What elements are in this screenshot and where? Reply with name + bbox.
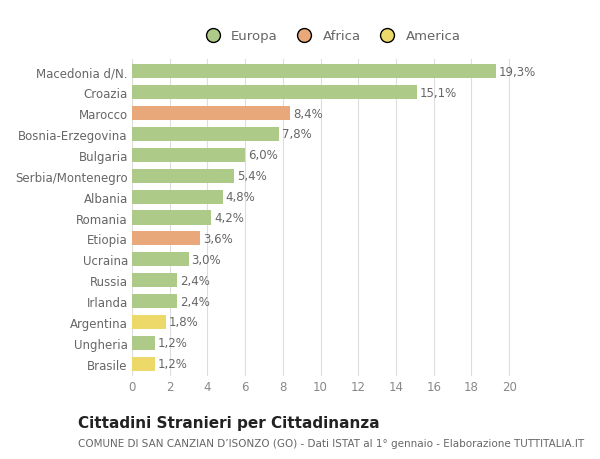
Bar (132, 65, 496, 79)
Text: 15,1%: 15,1% (419, 87, 457, 100)
Text: 1,2%: 1,2% (157, 358, 187, 370)
Bar (132, 190, 223, 204)
Text: 8,4%: 8,4% (293, 107, 323, 120)
Text: 2,4%: 2,4% (180, 295, 210, 308)
Text: 7,8%: 7,8% (282, 128, 311, 141)
Text: 3,0%: 3,0% (191, 253, 221, 266)
Bar (132, 274, 177, 288)
Text: 4,8%: 4,8% (226, 190, 255, 204)
Bar (132, 86, 417, 100)
Bar (132, 211, 211, 225)
Bar (132, 252, 188, 267)
Bar (132, 315, 166, 329)
Text: 19,3%: 19,3% (499, 66, 536, 78)
Bar (132, 148, 245, 162)
Bar (132, 232, 200, 246)
Text: 2,4%: 2,4% (180, 274, 210, 287)
Bar (132, 336, 155, 350)
Bar (132, 169, 234, 184)
Legend: Europa, Africa, America: Europa, Africa, America (194, 25, 466, 49)
Bar (132, 357, 155, 371)
Text: 1,8%: 1,8% (169, 316, 199, 329)
Bar (132, 128, 279, 142)
Text: COMUNE DI SAN CANZIAN D’ISONZO (GO) - Dati ISTAT al 1° gennaio - Elaborazione TU: COMUNE DI SAN CANZIAN D’ISONZO (GO) - Da… (78, 438, 584, 448)
Text: 4,2%: 4,2% (214, 212, 244, 224)
Text: 3,6%: 3,6% (203, 232, 232, 246)
Bar (132, 294, 177, 308)
Text: 5,4%: 5,4% (236, 170, 266, 183)
Text: Cittadini Stranieri per Cittadinanza: Cittadini Stranieri per Cittadinanza (78, 415, 380, 431)
Bar (132, 107, 290, 121)
Text: 6,0%: 6,0% (248, 149, 278, 162)
Text: 1,2%: 1,2% (157, 336, 187, 349)
